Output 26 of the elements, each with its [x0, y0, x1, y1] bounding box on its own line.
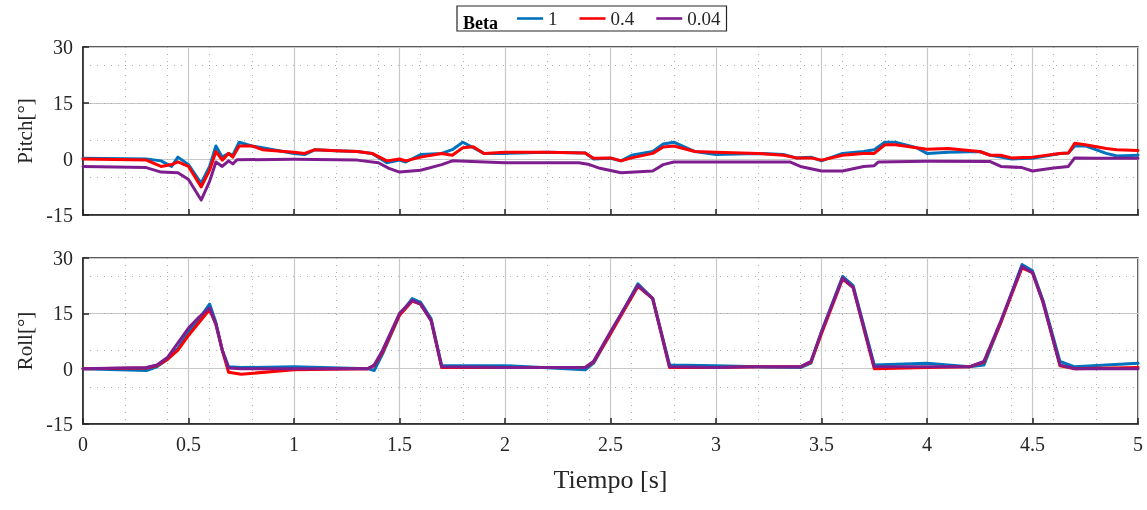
- x-tick-label: 4: [922, 433, 932, 455]
- x-tick-label: 0: [78, 433, 88, 455]
- y-axis-title: Roll[°]: [12, 311, 37, 371]
- legend-label: 0.4: [610, 8, 635, 29]
- x-tick-label: 1.5: [387, 433, 412, 455]
- x-tick-label: 4.5: [1020, 433, 1045, 455]
- y-tick-label: 0: [63, 148, 73, 170]
- legend-label: 0.04: [687, 8, 721, 29]
- x-tick-label: 3: [711, 433, 721, 455]
- y-tick-label: 15: [53, 302, 73, 325]
- y-tick-label: -15: [46, 204, 73, 226]
- x-tick-label: 3.5: [809, 433, 834, 455]
- legend-label: 1: [548, 8, 558, 29]
- x-tick-label: 2.5: [598, 433, 623, 455]
- x-tick-label: 1: [289, 433, 299, 455]
- legend-title: Beta: [463, 13, 498, 33]
- x-tick-label: 2: [500, 433, 510, 455]
- x-tick-label: 5: [1133, 433, 1143, 455]
- y-tick-label: 15: [53, 92, 73, 114]
- y-axis-title: Pitch[°]: [12, 98, 37, 164]
- x-axis-title: Tiempo [s]: [553, 464, 668, 494]
- y-tick-label: 30: [53, 247, 73, 269]
- y-tick-label: -15: [46, 413, 73, 435]
- y-tick-label: 30: [53, 36, 73, 58]
- x-tick-label: 0.5: [176, 433, 201, 455]
- y-tick-label: 0: [63, 357, 73, 380]
